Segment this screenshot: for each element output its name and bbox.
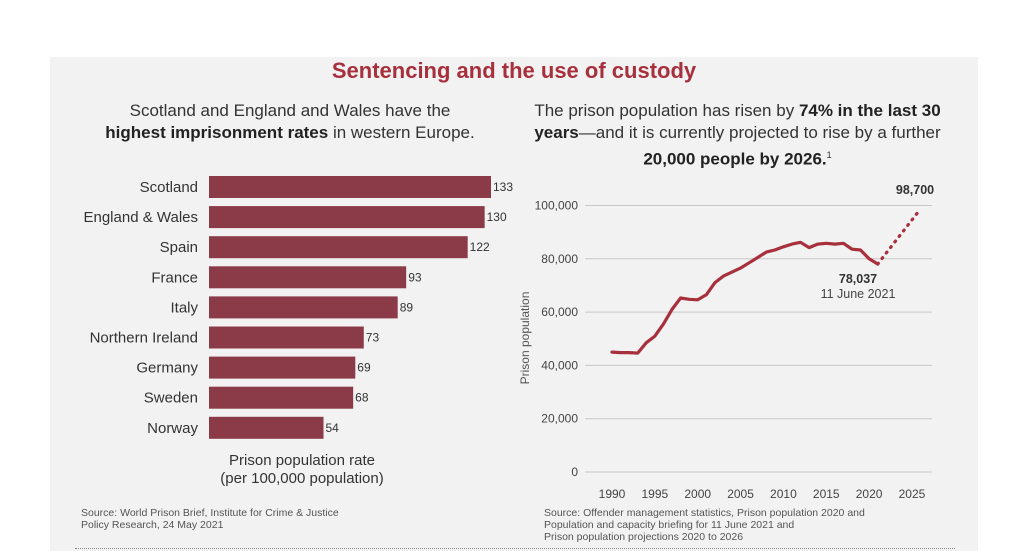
right-subtitle-bold1: 74% in the last 30 years xyxy=(534,101,941,142)
left-subtitle-bold: highest imprisonment rates xyxy=(105,123,329,142)
bottom-divider xyxy=(75,548,955,549)
left-subtitle: Scotland and England and Wales have the h… xyxy=(70,100,510,144)
footnote-marker: 1 xyxy=(826,150,832,160)
left-source-line2: Policy Research, 24 May 2021 xyxy=(81,519,224,531)
right-source: Source: Offender management statistics, … xyxy=(544,507,944,543)
right-subtitle-part1: The prison population has risen by xyxy=(534,101,795,120)
left-source: Source: World Prison Brief, Institute fo… xyxy=(81,507,411,531)
right-source-line3: Prison population projections 2020 to 20… xyxy=(544,531,744,543)
main-title: Sentencing and the use of custody xyxy=(331,58,697,83)
right-subtitle: The prison population has risen by 74% i… xyxy=(525,100,950,171)
left-source-line1: Source: World Prison Brief, Institute fo… xyxy=(81,507,339,519)
right-source-line1: Source: Offender management statistics, … xyxy=(544,507,865,519)
right-subtitle-bold2: 20,000 people by 2026. xyxy=(643,149,827,169)
left-subtitle-part2: in western Europe. xyxy=(332,123,475,142)
right-source-line2: Population and capacity briefing for 11 … xyxy=(544,519,795,531)
right-subtitle-part2: —and it is currently projected to rise b… xyxy=(578,123,941,142)
left-subtitle-part1: Scotland and England and Wales have the xyxy=(129,101,451,120)
